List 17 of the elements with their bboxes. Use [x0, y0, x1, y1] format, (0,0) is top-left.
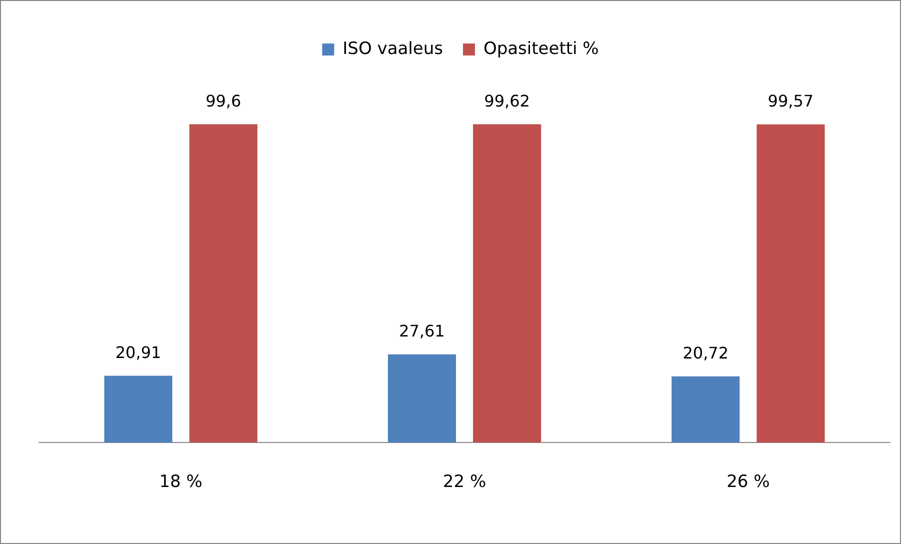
data-label: 99,6 [206, 91, 242, 110]
x-tick-label: 22 % [442, 472, 486, 492]
bar [473, 124, 542, 443]
bar [104, 376, 172, 443]
data-label: 27,61 [399, 322, 445, 341]
data-label: 20,91 [115, 342, 162, 362]
x-tick-label: 18 % [159, 472, 202, 492]
bar [189, 124, 258, 443]
legend-label: ISO vaaleus [342, 38, 444, 59]
bar [756, 124, 825, 443]
legend-label: Opasiteetti % [483, 38, 599, 59]
bar [388, 354, 456, 443]
bar [672, 376, 740, 443]
data-label: 20,72 [682, 344, 729, 363]
data-label: 99,62 [484, 91, 530, 110]
x-tick-label: 26 % [726, 472, 770, 492]
data-label: 99,57 [768, 92, 814, 111]
